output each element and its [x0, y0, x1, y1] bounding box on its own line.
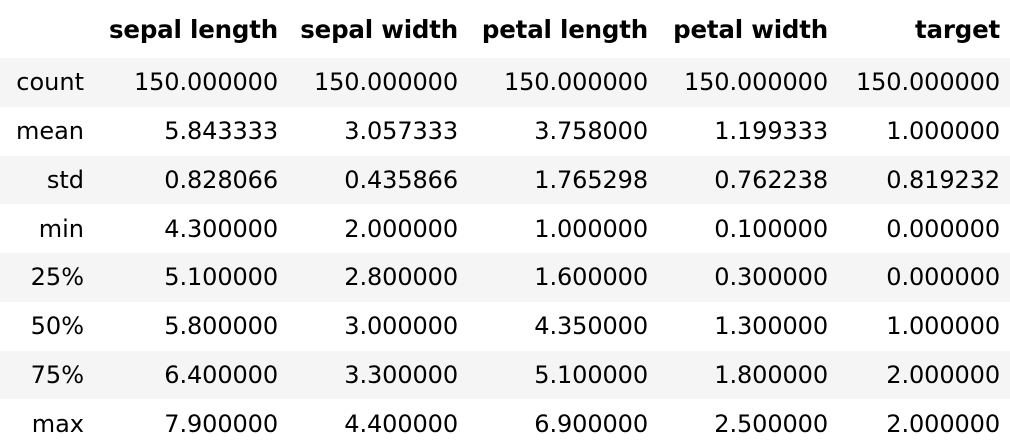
- table-cell: 3.758000: [534, 117, 648, 146]
- table-row: 75% 6.400000 3.300000 5.100000 1.800000 …: [0, 350, 1010, 400]
- table-cell: 3.057333: [344, 117, 458, 146]
- header-row: sepal length sepal width petal length pe…: [0, 0, 1010, 58]
- table-cell: 5.843333: [164, 117, 278, 146]
- table-cell: 1.000000: [534, 214, 648, 243]
- table-cell: 150.000000: [855, 68, 1000, 97]
- table-cell: 2.000000: [886, 360, 1000, 389]
- table-cell: 6.400000: [164, 360, 278, 389]
- table-cell: 150.000000: [133, 68, 278, 97]
- table-cell: 0.435866: [344, 165, 458, 194]
- column-header-target: target: [915, 14, 1000, 44]
- table-row: 25% 5.100000 2.800000 1.600000 0.300000 …: [0, 253, 1010, 302]
- table-cell: 1.000000: [886, 117, 1000, 146]
- column-header-petal-length: petal length: [481, 14, 648, 44]
- column-header-petal-width: petal width: [673, 14, 828, 44]
- table-cell: 2.500000: [714, 409, 828, 438]
- table-cell: 0.762238: [714, 165, 828, 194]
- table-cell: 7.900000: [164, 409, 278, 438]
- table-cell: 0.828066: [164, 165, 278, 194]
- row-label: 25%: [30, 263, 84, 292]
- table-cell: 1.765298: [534, 165, 648, 194]
- table-cell: 5.100000: [534, 360, 648, 389]
- table-cell: 2.000000: [344, 214, 458, 243]
- row-label: mean: [15, 117, 84, 146]
- table-cell: 0.819232: [886, 165, 1000, 194]
- row-label: 75%: [30, 360, 84, 389]
- table-cell: 5.100000: [164, 263, 278, 292]
- column-header-sepal-width: sepal width: [300, 14, 458, 44]
- table-cell: 2.000000: [886, 409, 1000, 438]
- table-cell: 1.600000: [534, 263, 648, 292]
- table-cell: 0.100000: [714, 214, 828, 243]
- table-cell: 0.000000: [886, 214, 1000, 243]
- index-header: [0, 0, 96, 58]
- row-label: count: [16, 68, 84, 97]
- table-cell: 5.800000: [164, 312, 278, 341]
- table-cell: 150.000000: [683, 68, 828, 97]
- table-row: min 4.300000 2.000000 1.000000 0.100000 …: [0, 204, 1010, 253]
- table-body: count 150.000000 150.000000 150.000000 1…: [0, 58, 1010, 448]
- table-cell: 3.300000: [344, 360, 458, 389]
- table-row: 50% 5.800000 3.000000 4.350000 1.300000 …: [0, 301, 1010, 351]
- row-label: max: [31, 409, 84, 438]
- table-cell: 1.800000: [714, 360, 828, 389]
- table-row: max 7.900000 4.400000 6.900000 2.500000 …: [0, 399, 1010, 448]
- column-header-sepal-length: sepal length: [109, 14, 278, 44]
- table-row: mean 5.843333 3.057333 3.758000 1.199333…: [0, 106, 1010, 156]
- row-label: std: [46, 165, 84, 194]
- table-cell: 0.300000: [714, 263, 828, 292]
- table-header: sepal length sepal width petal length pe…: [0, 0, 1010, 58]
- table-row: std 0.828066 0.435866 1.765298 0.762238 …: [0, 155, 1010, 205]
- table-cell: 1.300000: [714, 312, 828, 341]
- table-cell: 6.900000: [534, 409, 648, 438]
- table-cell: 4.350000: [534, 312, 648, 341]
- row-label: 50%: [30, 312, 84, 341]
- table-cell: 3.000000: [344, 312, 458, 341]
- table-cell: 0.000000: [886, 263, 1000, 292]
- table-cell: 4.300000: [164, 214, 278, 243]
- table-cell: 150.000000: [503, 68, 648, 97]
- table-cell: 1.000000: [886, 312, 1000, 341]
- row-label: min: [38, 214, 84, 243]
- table-cell: 4.400000: [344, 409, 458, 438]
- table-cell: 150.000000: [313, 68, 458, 97]
- table-row: count 150.000000 150.000000 150.000000 1…: [0, 58, 1010, 107]
- table-cell: 1.199333: [714, 117, 828, 146]
- table-cell: 2.800000: [344, 263, 458, 292]
